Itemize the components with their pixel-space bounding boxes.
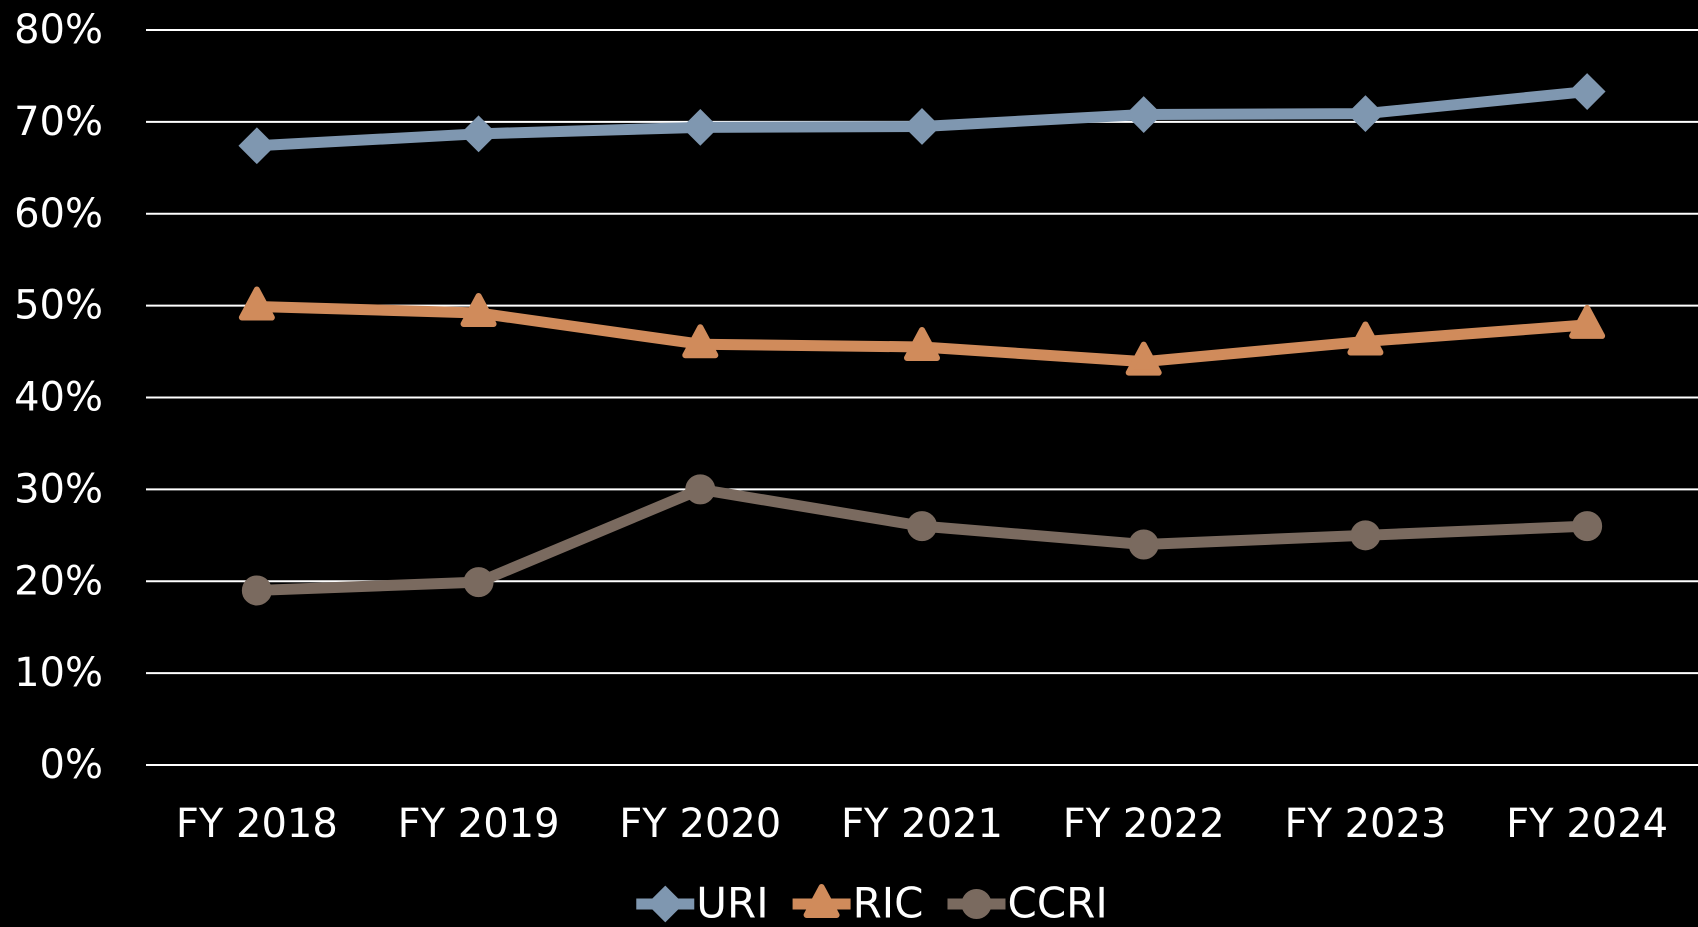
- x-tick-label: FY 2019: [398, 801, 560, 847]
- y-tick-label: 40%: [14, 375, 103, 421]
- legend-label: RIC: [853, 879, 924, 927]
- marker: [463, 567, 494, 598]
- y-tick-label: 80%: [14, 7, 103, 53]
- marker: [1350, 520, 1381, 551]
- marker: [907, 511, 937, 542]
- legend-marker: [803, 884, 840, 918]
- x-tick-label: FY 2024: [1506, 801, 1668, 847]
- marker: [1569, 304, 1606, 339]
- x-tick-label: FY 2020: [619, 801, 781, 847]
- x-tick-label: FY 2022: [1063, 801, 1225, 847]
- y-tick-label: 20%: [14, 558, 103, 604]
- marker: [1125, 96, 1163, 133]
- legend-label: CCRI: [1007, 879, 1107, 927]
- marker: [1568, 73, 1606, 110]
- marker: [238, 286, 275, 321]
- marker: [904, 326, 940, 361]
- marker: [1572, 511, 1603, 542]
- marker: [238, 127, 276, 165]
- marker: [1128, 529, 1159, 560]
- x-tick-label: FY 2018: [176, 801, 338, 847]
- marker: [685, 474, 716, 505]
- y-tick-label: 70%: [14, 99, 103, 145]
- marker: [460, 115, 497, 153]
- y-tick-label: 10%: [14, 650, 103, 696]
- marker: [682, 324, 719, 359]
- marker: [1125, 341, 1162, 376]
- y-tick-label: 0%: [40, 742, 103, 788]
- legend: URI RIC CCRI: [636, 879, 1108, 927]
- marker: [460, 292, 497, 327]
- y-tick-label: 60%: [14, 191, 103, 237]
- marker: [681, 108, 719, 146]
- legend-label: URI: [696, 879, 768, 927]
- x-tick-label: FY 2021: [841, 801, 1003, 847]
- y-tick-label: 50%: [14, 283, 103, 329]
- y-tick-label: 30%: [14, 466, 103, 512]
- marker: [903, 108, 941, 145]
- marker: [1347, 95, 1384, 133]
- marker: [1347, 321, 1384, 356]
- legend-marker: [961, 889, 992, 919]
- marker: [241, 575, 272, 606]
- x-tick-label: FY 2023: [1284, 801, 1446, 847]
- legend-marker: [646, 885, 684, 923]
